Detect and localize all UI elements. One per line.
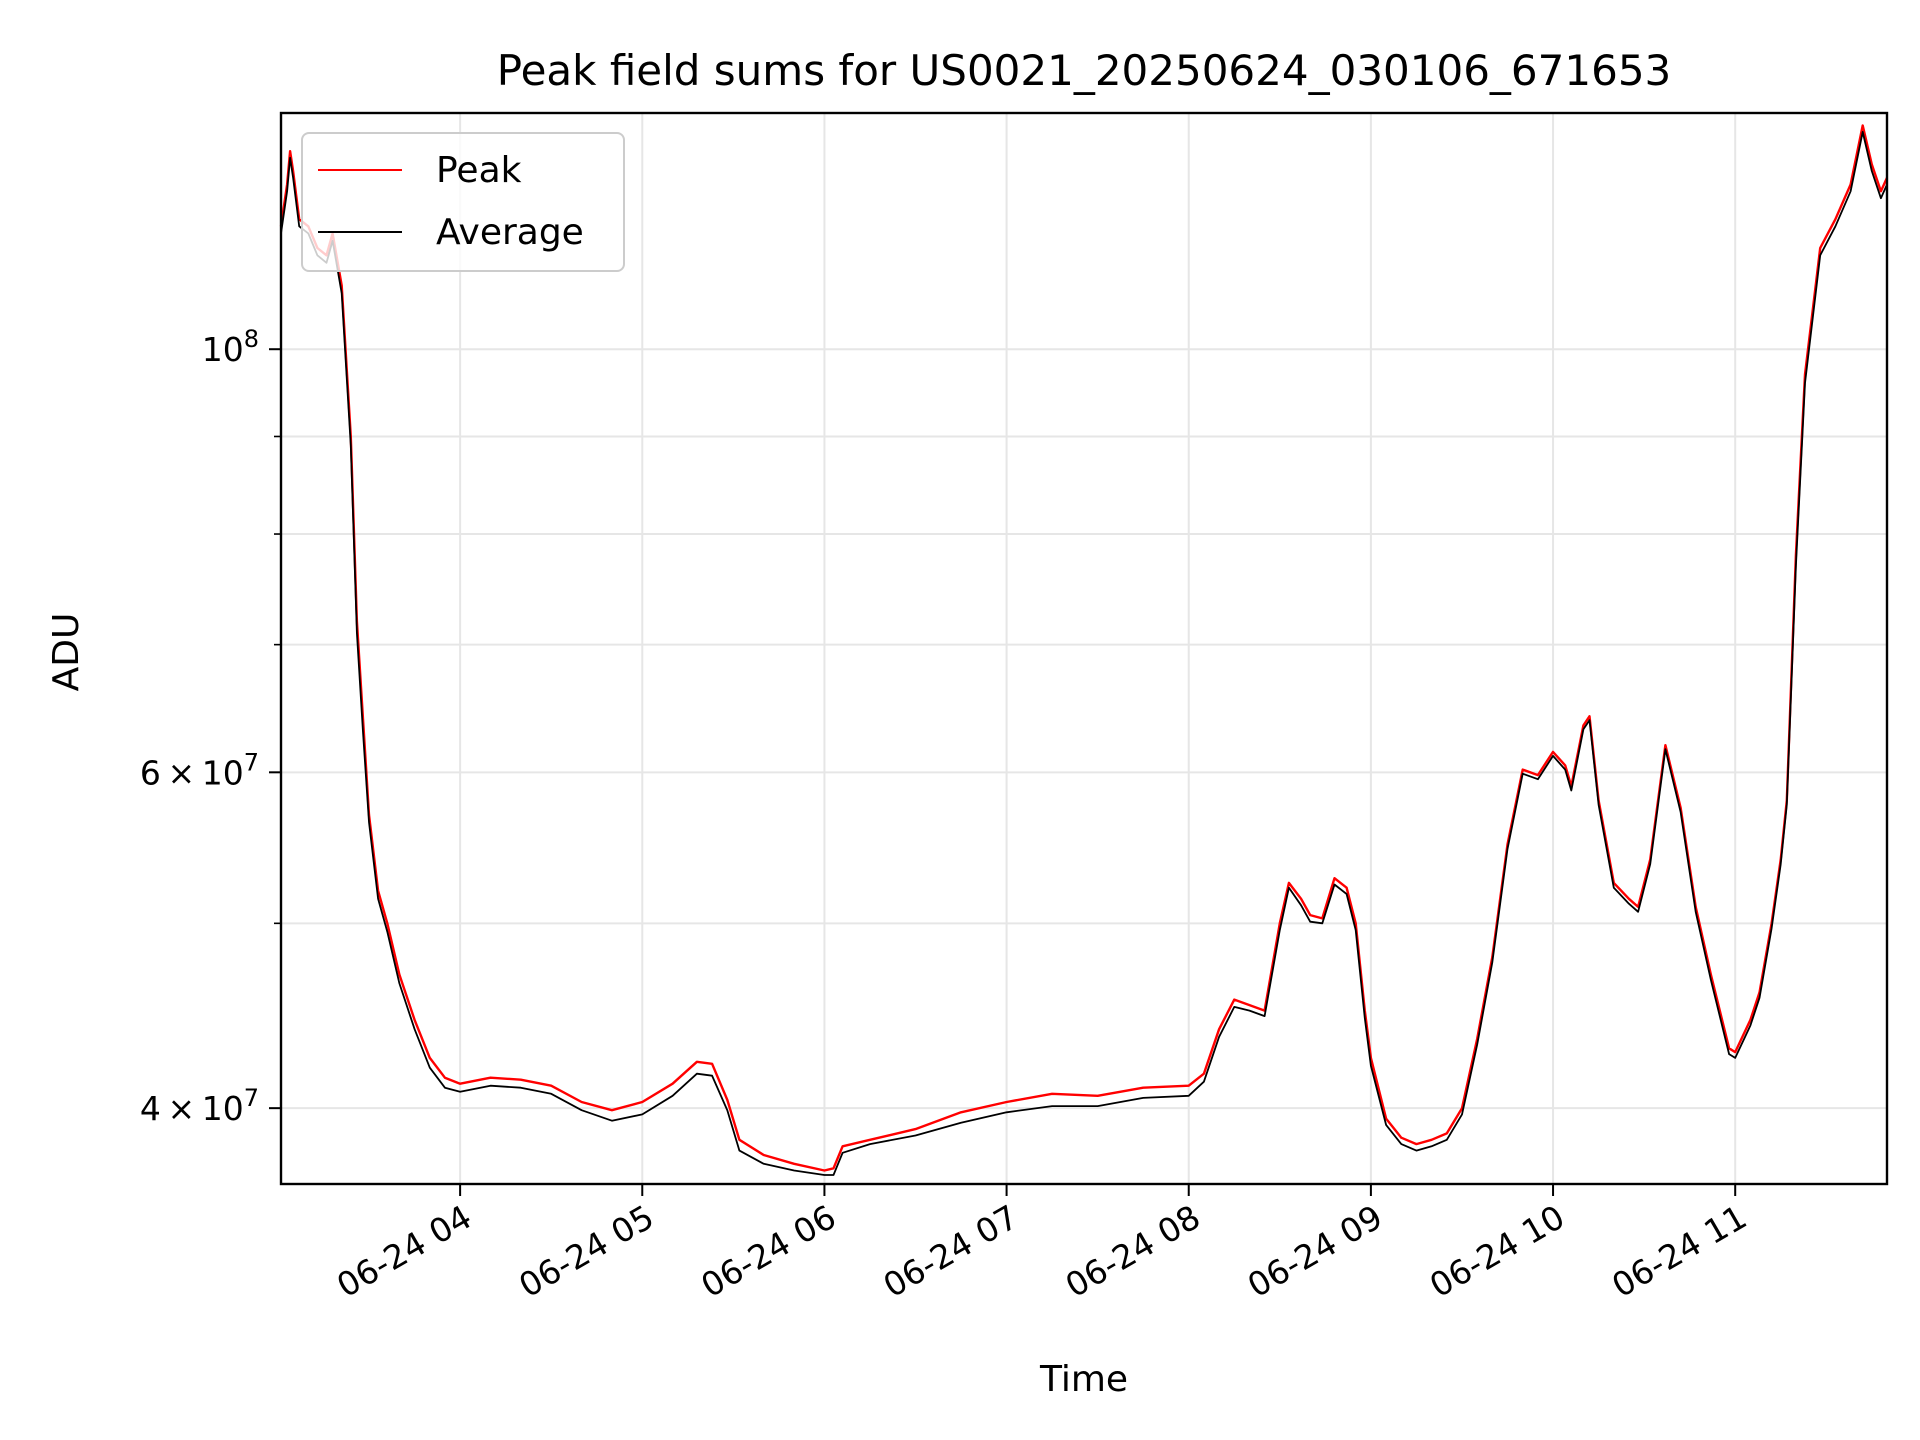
legend-box	[301, 132, 625, 272]
legend: Peak Average	[301, 132, 625, 272]
x-axis-title: Time	[1039, 1359, 1128, 1400]
series-line-peak	[279, 124, 1889, 1172]
y-axis: 108 6 × 107 4 × 107	[140, 325, 281, 1128]
y-tick-label: 4 × 107	[140, 1084, 259, 1128]
legend-label-average: Average	[436, 212, 584, 253]
legend-label-peak: Peak	[436, 150, 522, 191]
series-lines	[279, 124, 1889, 1176]
plot-frame	[279, 111, 1889, 1186]
series-line-average	[280, 131, 1888, 1176]
y-tick-label: 6 × 107	[140, 748, 259, 792]
y-axis-title: ADU	[46, 613, 87, 692]
y-tick-label: 108	[202, 325, 259, 369]
chart-title: Peak field sums for US0021_20250624_0301…	[497, 46, 1672, 95]
grid-lines	[281, 113, 1887, 1184]
